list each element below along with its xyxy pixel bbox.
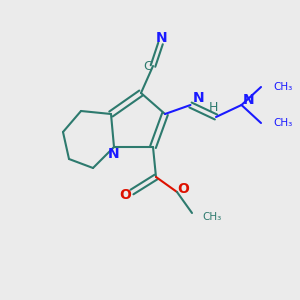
Text: N: N <box>243 94 255 107</box>
Text: CH₃: CH₃ <box>274 118 293 128</box>
Text: N: N <box>193 92 205 105</box>
Text: H: H <box>208 101 218 114</box>
Text: O: O <box>119 188 131 202</box>
Text: CH₃: CH₃ <box>274 82 293 92</box>
Text: N: N <box>108 147 120 160</box>
Text: O: O <box>177 182 189 196</box>
Text: N: N <box>156 31 168 44</box>
Text: C: C <box>143 59 152 73</box>
Text: CH₃: CH₃ <box>202 212 222 222</box>
